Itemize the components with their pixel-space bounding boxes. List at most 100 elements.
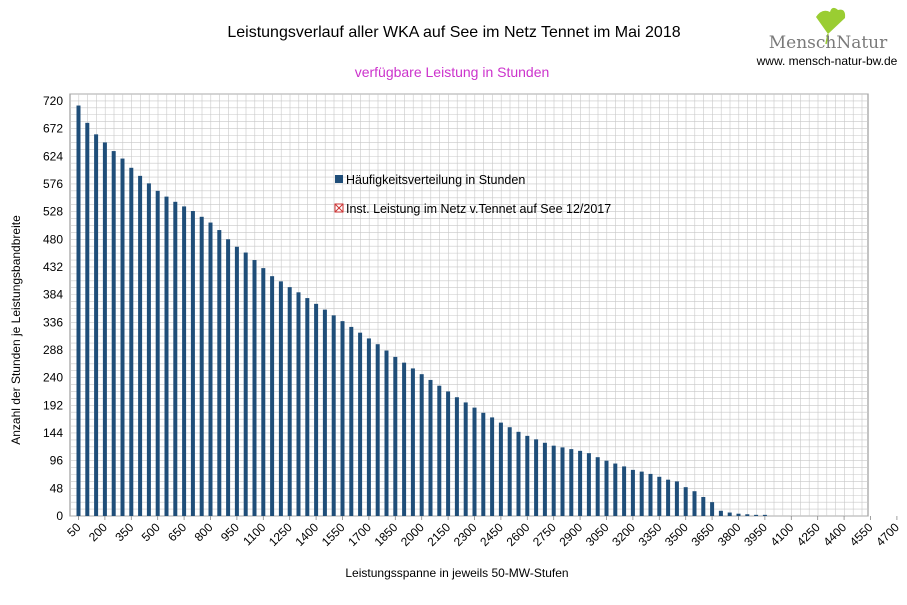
bar <box>446 391 451 516</box>
bar <box>199 216 204 516</box>
x-tick-label: 3350 <box>636 520 665 549</box>
x-tick-label: 4100 <box>768 520 797 549</box>
bar <box>437 385 442 516</box>
x-tick-label: 800 <box>192 520 216 544</box>
x-tick-label: 3200 <box>609 520 638 549</box>
x-tick-label: 3800 <box>715 520 744 549</box>
bar <box>94 134 99 516</box>
y-tick-label: 384 <box>43 288 63 302</box>
bar <box>666 479 671 516</box>
bar <box>604 460 609 516</box>
bar <box>85 122 90 516</box>
bar <box>111 151 116 516</box>
bar <box>525 435 530 516</box>
bar <box>516 431 521 516</box>
legend-swatch-bars <box>335 175 343 183</box>
x-tick-label: 2150 <box>424 520 453 549</box>
bar <box>736 513 741 516</box>
bar-series <box>76 105 767 517</box>
bar <box>727 512 732 516</box>
y-axis-ticks: 0 48 96 144 192 240 288 336 384 432 480 528 576 624 67… <box>43 94 63 523</box>
x-tick-label: 1250 <box>266 520 295 549</box>
bar <box>208 222 213 516</box>
bar <box>534 439 539 516</box>
legend: Häufigkeitsverteilung in Stunden Inst. L… <box>334 173 611 216</box>
bar <box>595 457 600 516</box>
x-tick-label: 3950 <box>741 520 770 549</box>
bar <box>182 206 187 516</box>
bar <box>639 471 644 516</box>
bar <box>472 407 477 516</box>
x-tick-label: 650 <box>165 520 189 544</box>
bar <box>226 239 231 516</box>
bar <box>287 287 292 516</box>
bar <box>560 447 565 516</box>
x-tick-label: 3650 <box>688 520 717 549</box>
x-tick-label: 3050 <box>583 520 612 549</box>
bar <box>102 142 107 517</box>
bar <box>155 190 160 516</box>
bar <box>490 417 495 516</box>
y-tick-label: 432 <box>43 260 63 274</box>
y-tick-label: 96 <box>50 454 64 468</box>
bar <box>578 450 583 516</box>
bar <box>701 496 706 516</box>
x-tick-label: 1550 <box>319 520 348 549</box>
bar <box>146 183 151 517</box>
x-tick-label: 2000 <box>398 520 427 549</box>
brand-name: MenschNatur <box>769 33 888 53</box>
y-tick-label: 480 <box>43 232 63 246</box>
legend-swatch-capacity <box>334 203 344 213</box>
bar <box>120 158 125 517</box>
y-tick-label: 672 <box>43 122 63 136</box>
bar <box>314 303 319 516</box>
bar <box>129 167 134 516</box>
x-tick-label: 4550 <box>847 520 876 549</box>
legend-label-bars: Häufigkeitsverteilung in Stunden <box>346 173 525 187</box>
x-tick-label: 2750 <box>530 520 559 549</box>
y-tick-label: 720 <box>43 94 63 108</box>
y-tick-label: 528 <box>43 205 63 219</box>
bar <box>358 332 363 516</box>
x-tick-label: 2600 <box>504 520 533 549</box>
x-tick-label: 4400 <box>820 520 849 549</box>
bar <box>234 246 239 516</box>
bar <box>164 196 169 516</box>
bar <box>375 344 380 516</box>
legend-label-capacity: Inst. Leistung im Netz v.Tennet auf See … <box>346 202 611 216</box>
bar <box>138 175 143 516</box>
x-axis-ticks: 50 200 350 500 650 800 95011001250140015501700… <box>64 516 902 549</box>
bar <box>331 315 336 516</box>
bar <box>648 473 653 516</box>
bar <box>613 463 618 516</box>
bar <box>622 466 627 516</box>
bar <box>349 326 354 516</box>
bar <box>754 514 759 516</box>
x-tick-label: 1100 <box>240 520 268 548</box>
x-tick-label: 350 <box>112 520 136 544</box>
bar <box>683 487 688 516</box>
bar <box>454 397 459 516</box>
y-tick-label: 576 <box>43 177 63 191</box>
brand-logo: MenschNatur www. mensch-natur-bw.de <box>756 7 898 68</box>
x-tick-label: 500 <box>139 520 163 544</box>
bar <box>296 292 301 516</box>
bar <box>692 491 697 516</box>
chart-title: Leistungsverlauf aller WKA auf See im Ne… <box>227 24 680 41</box>
y-tick-label: 624 <box>43 149 63 163</box>
x-tick-label: 2900 <box>556 520 585 549</box>
chart-subtitle: verfügbare Leistung in Stunden <box>355 64 550 80</box>
bar <box>76 105 81 516</box>
bar <box>745 514 750 516</box>
bar <box>762 514 767 516</box>
bar <box>278 281 283 516</box>
bar <box>419 374 424 516</box>
x-tick-label: 2450 <box>477 520 506 549</box>
y-tick-label: 0 <box>56 509 63 523</box>
bar <box>569 449 574 516</box>
x-tick-label: 200 <box>86 520 110 544</box>
bar <box>674 481 679 516</box>
bar <box>305 298 310 516</box>
x-tick-label: 2300 <box>451 520 480 549</box>
